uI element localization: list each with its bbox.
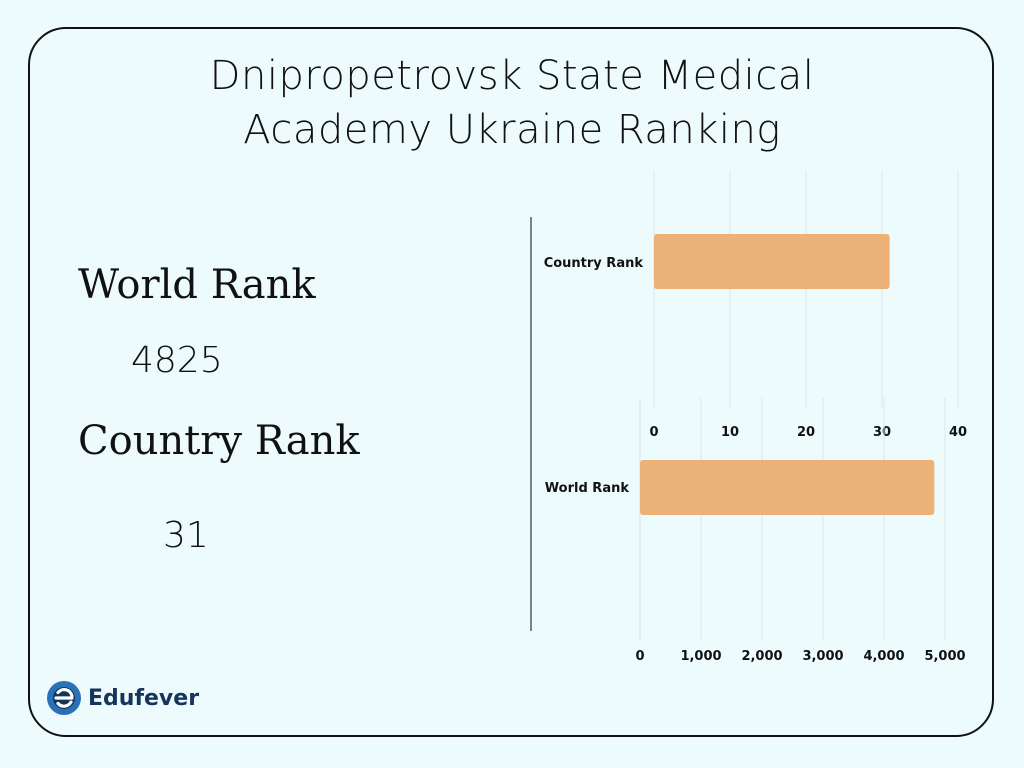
tick-label-world-2: 2,000 <box>741 649 782 664</box>
category-label-country-rank: Country Rank <box>544 256 644 271</box>
world-rank-chart: 0 1,000 2,000 3,000 4,000 5,000 World Rank <box>545 398 966 664</box>
world-rank-label: World Rank <box>78 262 316 308</box>
country-rank-value: 31 <box>163 515 209 556</box>
world-rank-value: 4825 <box>131 340 223 381</box>
tick-label-country-2: 20 <box>797 425 815 440</box>
edufever-logo: Edufever <box>46 680 199 716</box>
category-label-world-rank: World Rank <box>545 481 630 496</box>
page-title-line-1: Dnipropetrovsk State Medical <box>209 53 815 99</box>
tick-label-country-4: 40 <box>949 425 967 440</box>
tick-label-world-1: 1,000 <box>680 649 721 664</box>
tick-label-world-3: 3,000 <box>802 649 843 664</box>
tick-label-world-4: 4,000 <box>863 649 904 664</box>
tick-label-country-1: 10 <box>721 425 739 440</box>
edufever-logo-text: Edufever <box>88 685 200 711</box>
page-title: Dnipropetrovsk State Medical Academy Ukr… <box>0 49 1024 157</box>
edufever-logo-icon <box>47 681 81 715</box>
country-rank-chart: 0 10 20 30 40 Country Rank <box>544 172 967 440</box>
tick-label-country-3: 30 <box>873 425 891 440</box>
tick-label-world-5: 5,000 <box>924 649 965 664</box>
bar-country-rank <box>654 234 890 289</box>
country-rank-label: Country Rank <box>78 418 360 464</box>
bar-world-rank <box>640 460 935 515</box>
card-frame <box>28 27 994 737</box>
page-title-line-2: Academy Ukraine Ranking <box>243 107 781 153</box>
tick-label-world-0: 0 <box>635 649 644 664</box>
tick-label-country-0: 0 <box>649 425 658 440</box>
